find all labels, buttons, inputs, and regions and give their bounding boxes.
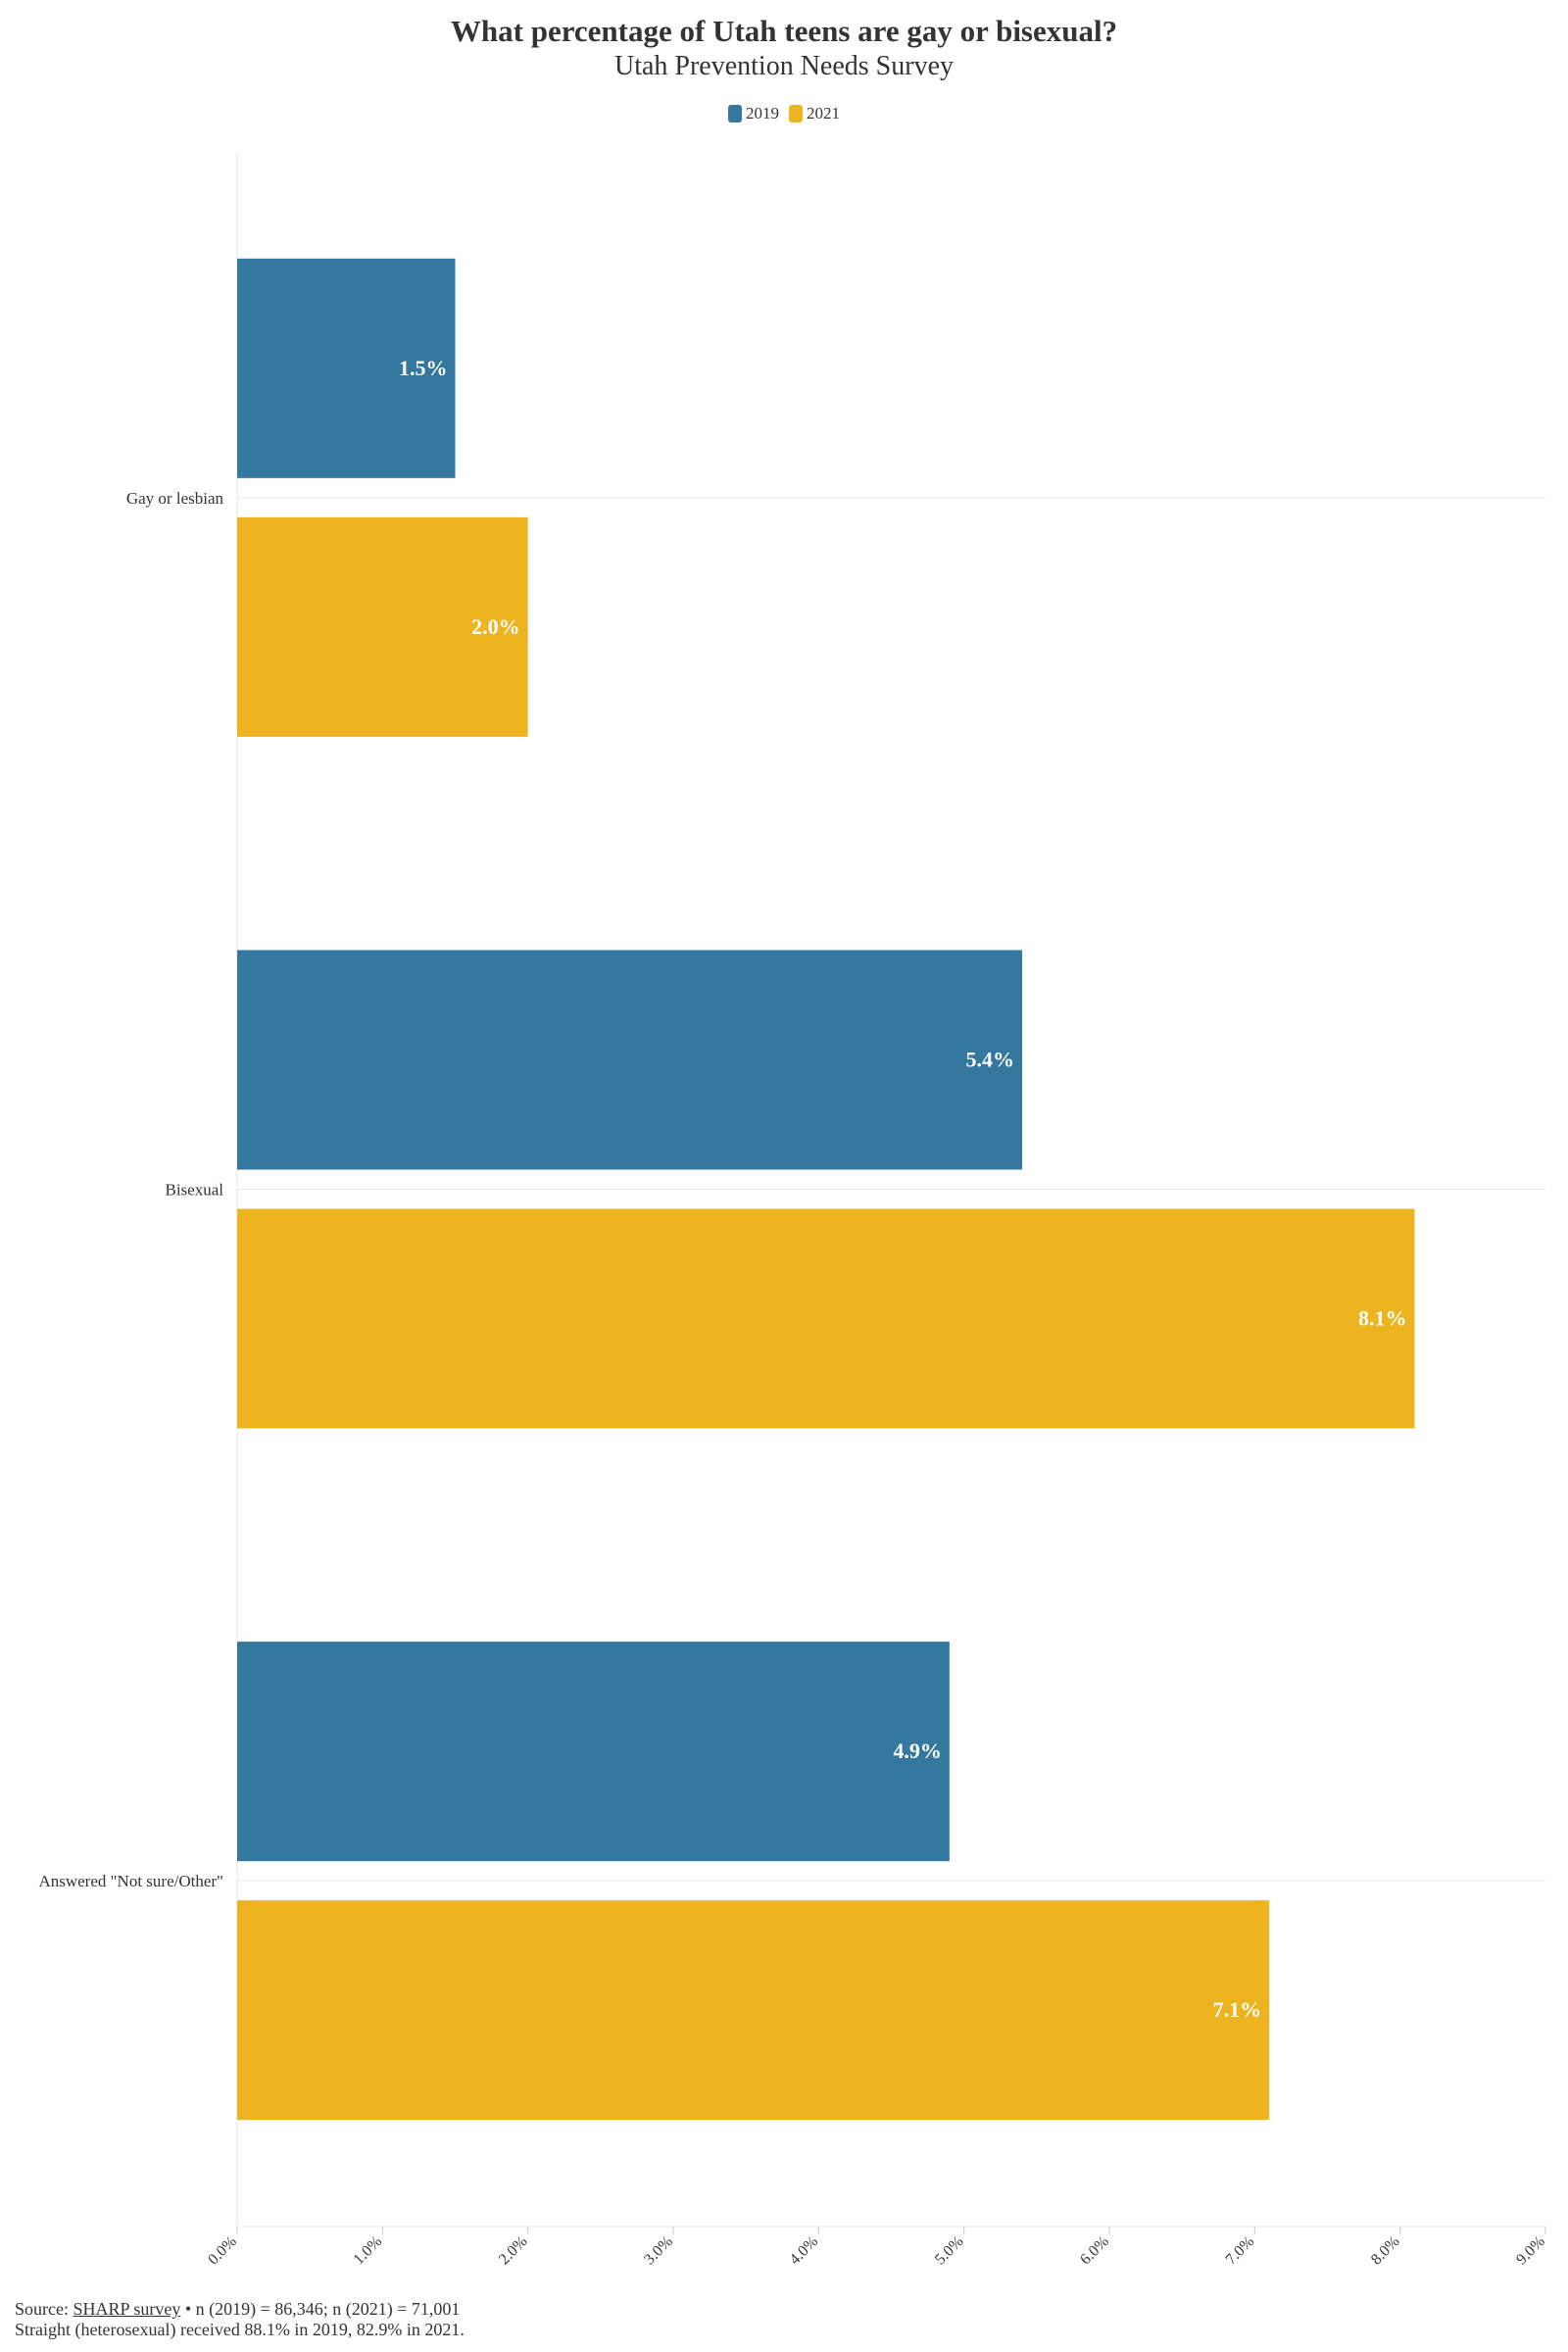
bar-2021 <box>237 516 528 737</box>
chart-subtitle: Utah Prevention Needs Survey <box>613 51 955 81</box>
x-tick-label: 8.0% <box>1368 2233 1403 2269</box>
x-tick-label: 6.0% <box>1077 2233 1112 2269</box>
bar-2021 <box>237 1208 1415 1429</box>
category-label: Answered "Not sure/Other" <box>38 1872 223 1890</box>
category-label: Gay or lesbian <box>126 489 224 508</box>
x-tick-label: 9.0% <box>1513 2233 1548 2269</box>
legend-swatch-2019 <box>728 105 742 122</box>
bar-2019 <box>237 950 1022 1170</box>
bar-2019 <box>237 258 456 478</box>
x-tick-label: 5.0% <box>932 2233 967 2269</box>
legend: 2019 2021 <box>0 104 1568 123</box>
source-suffix: • n (2019) = 86,346; n (2021) = 71,001 <box>180 2299 461 2319</box>
legend-swatch-2021 <box>789 105 803 122</box>
x-tick-label: 0.0% <box>205 2233 240 2269</box>
legend-item-2019[interactable]: 2019 <box>728 104 779 123</box>
data-label: 7.1% <box>1213 1997 1262 2022</box>
x-tick-label: 1.0% <box>351 2233 386 2269</box>
source-prefix: Source: <box>15 2299 74 2319</box>
bar-2021 <box>237 1900 1270 2121</box>
x-tick-label: 7.0% <box>1223 2233 1258 2269</box>
source-link[interactable]: SHARP survey <box>73 2299 181 2319</box>
x-tick-label: 2.0% <box>496 2233 531 2269</box>
category-label: Bisexual <box>166 1181 224 1200</box>
source-line: Source: SHARP survey • n (2019) = 86,346… <box>15 2299 465 2320</box>
footer: Source: SHARP survey • n (2019) = 86,346… <box>15 2299 465 2340</box>
data-label: 8.1% <box>1358 1306 1407 1331</box>
legend-label-2019: 2019 <box>746 104 779 122</box>
chart-title: What percentage of Utah teens are gay or… <box>450 14 1118 48</box>
legend-item-2021[interactable]: 2021 <box>789 104 840 123</box>
legend-label-2021: 2021 <box>807 104 840 122</box>
data-label: 1.5% <box>399 356 448 380</box>
x-tick-label: 4.0% <box>787 2233 822 2269</box>
footer-note: Straight (heterosexual) received 88.1% i… <box>15 2320 465 2339</box>
data-label: 4.9% <box>893 1739 942 1763</box>
bar-2019 <box>237 1642 950 1862</box>
data-label: 2.0% <box>471 614 520 639</box>
data-label: 5.4% <box>966 1048 1015 1072</box>
x-tick-label: 3.0% <box>641 2233 676 2269</box>
